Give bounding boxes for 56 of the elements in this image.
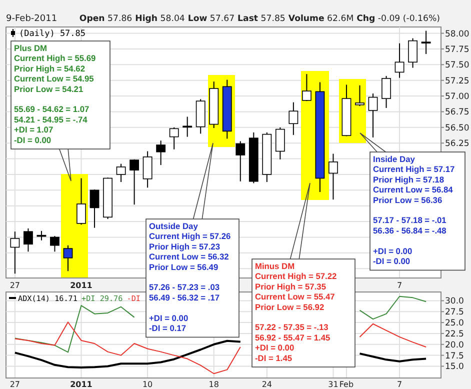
y-tick-label: 58.00 (445, 29, 470, 40)
legend-label: (Daily) 57.85 (19, 29, 86, 39)
x-tick-label: 18 (208, 380, 219, 389)
candlestick (130, 158, 140, 206)
candlestick (328, 153, 338, 200)
candlestick (10, 231, 20, 274)
candlestick (90, 189, 100, 228)
x-tick-label: 24 (262, 380, 272, 389)
candlestick (368, 93, 378, 138)
y-tick-label: 15.0 (445, 362, 464, 372)
text: Inside Day Current High = 57.17 Prior High = 57.18 Current Low = 56.84 Prior Low = 56.36 57.17 - 57.18 = -.01 56.36 - 56.84 = -.48 +DI = 0.00 -DI = 0.00 (373, 154, 455, 266)
candlestick (408, 38, 418, 68)
x-tick-label: 2011 (70, 281, 93, 290)
x-tick-label: 31 (328, 380, 338, 389)
x-tick-label: 7 (396, 281, 402, 290)
y-tick-label: 27.5 (445, 308, 464, 318)
y-tick-label: 56.50 (445, 123, 470, 134)
x-tick-label: 10 (142, 380, 153, 389)
candlestick (142, 150, 152, 188)
y-tick-label: 30.0 (445, 296, 464, 307)
x-tick-label: 27 (10, 380, 20, 389)
candlestick (169, 126, 179, 150)
candlestick (24, 228, 33, 252)
y-tick-label: 57.25 (445, 76, 470, 86)
candlestick (50, 235, 60, 252)
y-tick-label: 25.0 (445, 318, 464, 329)
candlestick (76, 178, 86, 226)
text: Plus DM Current High = 55.69 Prior High = 54.62 Current Low = 54.95 Prior Low = 54.21 55.69 - 54.62 = 1.07 54.21 - 54.95 = -.74 +DI = 1.07 -DI = 0.00 (14, 43, 96, 145)
candlestick (355, 84, 364, 107)
candlestick (421, 30, 431, 54)
candlestick (275, 126, 285, 160)
candlestick (382, 75, 391, 108)
y-tick-label: 57.00 (445, 92, 470, 102)
y-tick-label: 57.50 (445, 60, 470, 71)
y-tick-label: 20.0 (445, 340, 464, 350)
text: Open 57.86 High 58.04 Low 57.67 Last 57.85 Volume 62.6M Chg -0.09 (-0.16%) (79, 14, 440, 24)
x-tick-label: Feb (339, 380, 354, 389)
x-tick-label: 7 (396, 380, 402, 389)
y-tick-label: 17.5 (445, 351, 464, 362)
candlestick (182, 116, 192, 138)
y-tick-label: 22.5 (445, 329, 464, 340)
x-tick-label: 27 (10, 281, 20, 290)
text: Outside Day Current High = 57.26 Prior High = 57.23 Current Low = 56.32 Prior Low = 56.49 57.26 - 57.23 = .03 56.49 - 56.32 = .17 +DI = 0.00 -DI = 0.17 (149, 221, 231, 333)
y-tick-label: 57.75 (445, 44, 470, 55)
candlestick (288, 102, 298, 136)
y-tick-label: 56.25 (445, 139, 470, 150)
candlestick (156, 140, 166, 166)
candlestick (116, 163, 126, 182)
x-tick-label: 2011 (70, 380, 93, 389)
y-tick-label: 56.75 (445, 108, 470, 118)
text: Minus DM Current High = 57.22 Prior High = 57.35 Current Low = 55.47 Prior Low = 56.92 57.22 - 57.35 = -.13 56.92 - 55.47 = 1.45 +DI = 0.00 -DI = 1.45 (255, 261, 337, 363)
candlestick (236, 140, 246, 182)
chart-title: 9-Feb-2011 (6, 14, 58, 24)
candlestick (394, 42, 404, 78)
candlestick (302, 74, 312, 102)
candlestick (63, 244, 73, 272)
